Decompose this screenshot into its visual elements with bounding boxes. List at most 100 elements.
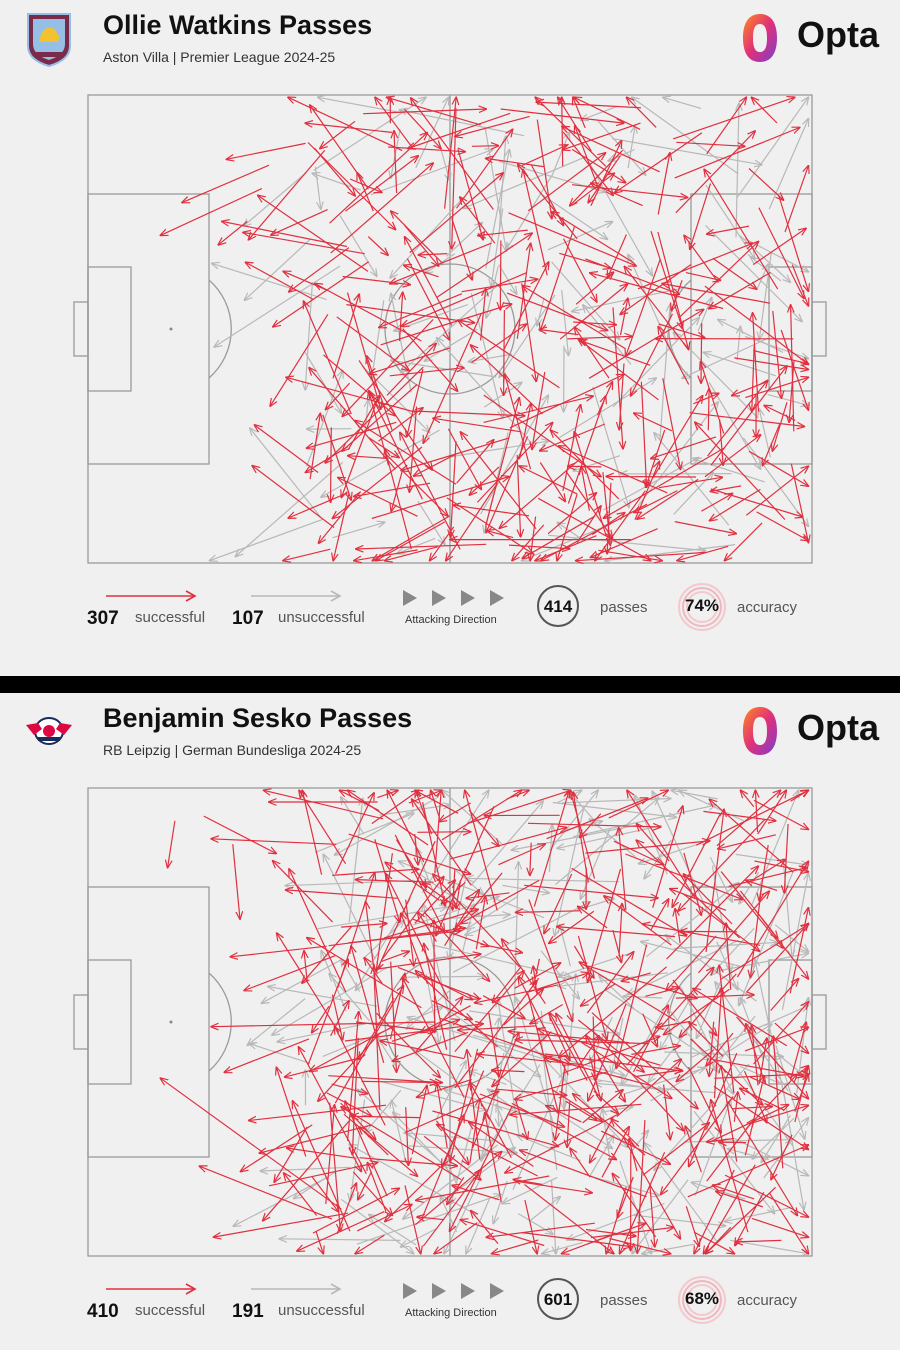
successful-pass-arrow bbox=[246, 262, 314, 301]
accuracy-label: accuracy bbox=[737, 599, 798, 616]
successful-pass-arrow bbox=[433, 874, 520, 968]
successful-pass-arrow bbox=[387, 97, 481, 126]
attacking-direction-label: Attacking Direction bbox=[405, 614, 497, 626]
successful-pass-arrow bbox=[604, 896, 672, 946]
unsuccessful-pass-arrow bbox=[464, 156, 587, 209]
successful-pass-arrow bbox=[214, 1212, 349, 1237]
unsuccessful-pass-arrow bbox=[452, 902, 590, 973]
successful-pass-arrow bbox=[341, 398, 379, 497]
successful-pass-arrow bbox=[571, 867, 687, 936]
unsuccessful-pass-arrow bbox=[486, 266, 499, 318]
accuracy-value: 68% bbox=[684, 1289, 720, 1308]
successful-pass-arrow bbox=[402, 328, 458, 391]
successful-pass-arrow bbox=[450, 827, 566, 860]
unsuccessful-pass-arrow bbox=[369, 1215, 417, 1246]
successful-pass-arrow bbox=[336, 316, 409, 371]
unsuccessful-pass-arrow bbox=[393, 1112, 459, 1181]
successful-pass-arrow bbox=[388, 146, 465, 152]
successful-pass-arrow bbox=[631, 1046, 680, 1055]
successful-pass-arrow bbox=[414, 453, 457, 476]
successful-pass-arrow bbox=[546, 1106, 582, 1123]
page-title: Benjamin Sesko Passes bbox=[103, 703, 413, 733]
unsuccessful-pass-arrow bbox=[498, 264, 517, 295]
successful-pass-arrow bbox=[409, 406, 418, 493]
successful-pass-arrow bbox=[476, 423, 552, 503]
unsuccessful-pass-arrow bbox=[537, 297, 545, 326]
successful-pass-arrow bbox=[508, 545, 570, 549]
successful-pass-arrow bbox=[516, 911, 580, 913]
unsuccessful-pass-arrow bbox=[214, 265, 341, 347]
successful-pass-arrow bbox=[249, 150, 326, 239]
successful-pass-arrow bbox=[471, 146, 499, 147]
successful-pass-arrow bbox=[789, 360, 795, 422]
successful-label: successful bbox=[135, 609, 206, 626]
successful-pass-arrow bbox=[701, 494, 732, 512]
successful-pass-arrow bbox=[540, 423, 606, 451]
successful-pass-arrow bbox=[527, 992, 559, 1113]
successful-pass-arrow bbox=[486, 158, 544, 168]
successful-pass-arrow bbox=[772, 402, 788, 451]
successful-pass-arrow bbox=[415, 790, 459, 814]
unsuccessful-pass-arrow bbox=[467, 896, 518, 929]
unsuccessful-pass-arrow bbox=[357, 1089, 449, 1169]
unsuccessful-pass-arrow bbox=[348, 799, 363, 923]
successful-pass-arrow bbox=[562, 127, 660, 173]
successful-pass-arrow bbox=[407, 369, 424, 436]
successful-pass-arrow bbox=[790, 463, 808, 543]
successful-pass-arrow bbox=[434, 1222, 478, 1254]
successful-pass-arrow bbox=[704, 435, 761, 478]
successful-pass-arrow bbox=[411, 98, 494, 210]
successful-pass-arrow bbox=[222, 221, 348, 248]
unsuccessful-pass-arrow bbox=[703, 352, 776, 377]
successful-pass-arrow bbox=[461, 432, 537, 530]
successful-pass-arrow bbox=[211, 839, 337, 845]
successful-pass-arrow bbox=[458, 320, 560, 389]
successful-pass-arrow bbox=[302, 925, 353, 983]
successful-pass-arrow bbox=[367, 236, 388, 256]
successful-pass-arrow bbox=[547, 493, 596, 535]
successful-pass-arrow bbox=[743, 1070, 767, 1123]
successful-pass-arrow bbox=[403, 108, 441, 148]
successful-pass-arrow bbox=[705, 809, 724, 952]
successful-pass-arrow bbox=[509, 1031, 630, 1044]
successful-pass-arrow bbox=[450, 1106, 513, 1232]
unsuccessful-pass-arrow bbox=[735, 853, 809, 865]
successful-pass-arrow bbox=[283, 548, 331, 561]
successful-pass-arrow bbox=[753, 799, 808, 829]
unsuccessful-pass-arrow bbox=[399, 110, 525, 137]
successful-pass-arrow bbox=[637, 1119, 646, 1253]
successful-pass-arrow bbox=[713, 1185, 755, 1200]
successful-pass-arrow bbox=[431, 790, 441, 819]
successful-pass-arrow bbox=[557, 927, 676, 938]
successful-pass-arrow bbox=[371, 790, 419, 825]
successful-pass-arrow bbox=[348, 790, 429, 846]
successful-pass-arrow bbox=[500, 240, 501, 310]
successful-pass-arrow bbox=[774, 1022, 809, 1053]
unsuccessful-pass-arrow bbox=[627, 126, 635, 169]
successful-pass-arrow bbox=[693, 393, 719, 405]
successful-pass-arrow bbox=[328, 928, 466, 947]
left-six-yard-box bbox=[87, 959, 132, 1085]
successful-pass-arrow bbox=[505, 374, 532, 470]
successful-pass-arrow bbox=[585, 841, 709, 854]
successful-pass-arrow bbox=[352, 1171, 392, 1215]
successful-pass-arrow bbox=[406, 258, 449, 340]
successful-pass-arrow bbox=[311, 1176, 338, 1212]
successful-pass-arrow bbox=[344, 1024, 483, 1042]
successful-pass-arrow bbox=[545, 1058, 650, 1086]
unsuccessful-pass-arrow bbox=[502, 1176, 558, 1203]
successful-pass-arrow bbox=[716, 1191, 764, 1208]
successful-pass-arrow bbox=[671, 280, 683, 310]
successful-pass-arrow bbox=[749, 1076, 800, 1099]
successful-pass-arrow bbox=[778, 195, 809, 292]
unsuccessful-pass-arrow bbox=[371, 300, 385, 380]
unsuccessful-pass-arrow bbox=[466, 1198, 490, 1254]
left-penalty-box bbox=[87, 193, 210, 465]
successful-pass-arrow bbox=[453, 868, 455, 910]
successful-pass-arrow bbox=[772, 310, 782, 398]
successful-pass-arrow bbox=[709, 799, 794, 873]
legend: 307 successful 107 unsuccessful Attackin… bbox=[0, 583, 900, 643]
successful-pass-arrow bbox=[637, 243, 753, 290]
successful-pass-arrow bbox=[351, 946, 385, 1063]
successful-pass-arrow bbox=[751, 1217, 808, 1237]
